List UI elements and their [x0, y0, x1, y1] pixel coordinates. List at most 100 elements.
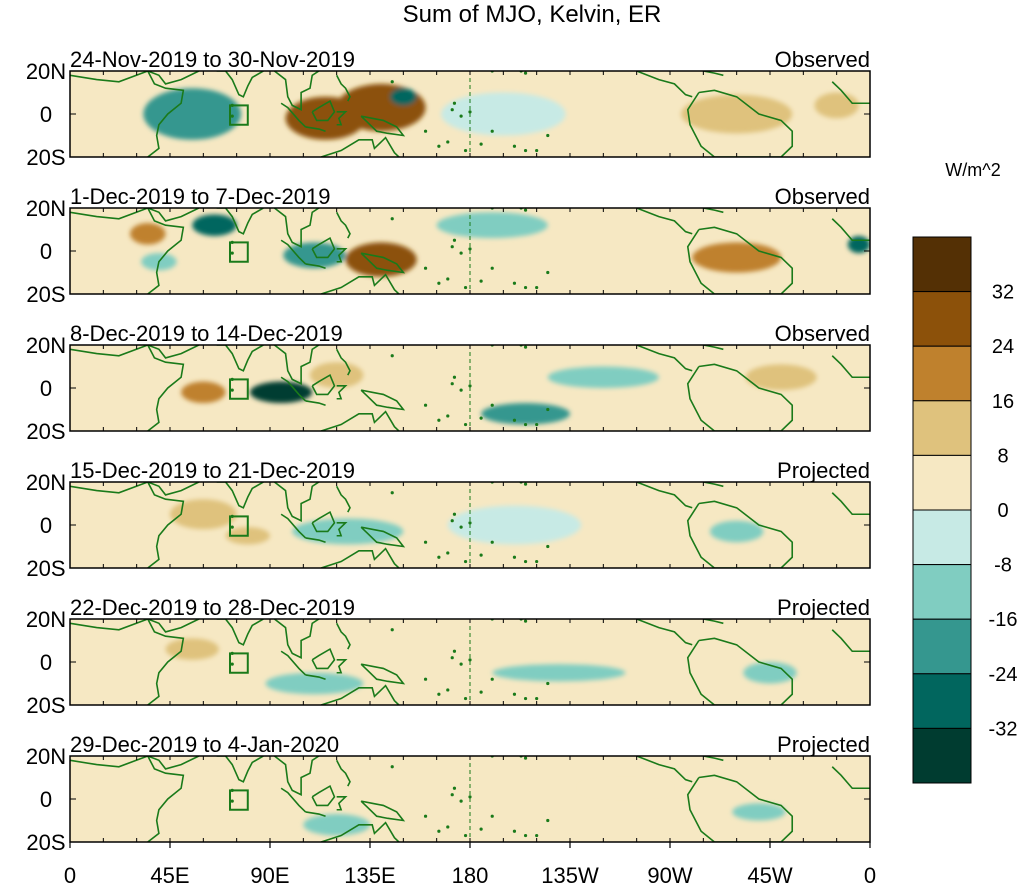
region-box — [229, 241, 249, 263]
coastline — [831, 766, 870, 790]
colorbar-tick-label: -16 — [989, 609, 1018, 631]
coastline — [831, 629, 870, 653]
lon-label: 135W — [541, 863, 599, 888]
island — [535, 833, 539, 838]
coastline — [273, 756, 320, 796]
coastline — [305, 400, 326, 406]
island — [546, 544, 550, 549]
coastline — [360, 115, 406, 137]
coastline — [831, 492, 870, 516]
coastline — [216, 482, 264, 509]
coastline — [686, 363, 794, 431]
island — [452, 512, 457, 516]
coastline — [147, 208, 200, 222]
coastline — [686, 89, 794, 157]
lon-label: 45E — [150, 863, 189, 888]
island — [459, 662, 463, 666]
coastline — [280, 650, 307, 676]
coastline — [216, 345, 264, 372]
anomaly-blob — [436, 212, 548, 239]
coastline — [311, 236, 336, 259]
lon-label: 0 — [864, 863, 876, 888]
coastline — [70, 345, 185, 431]
colorbar-tick-label: 8 — [997, 445, 1008, 467]
island — [468, 658, 472, 662]
coastline — [320, 136, 400, 157]
coastline — [360, 800, 406, 822]
island — [423, 677, 428, 681]
figure-title: Sum of MJO, Kelvin, ER — [403, 1, 662, 28]
lat-label: 0 — [40, 239, 52, 264]
island — [390, 491, 394, 495]
region-box — [229, 104, 249, 126]
anomaly-blob — [547, 366, 659, 388]
island — [459, 525, 463, 529]
lat-label: 20S — [26, 145, 65, 170]
colorbar-unit: W/m^2 — [945, 160, 1000, 180]
anomaly-blob — [250, 381, 313, 404]
lon-label: 90W — [647, 863, 692, 888]
island — [446, 688, 450, 692]
coastline — [335, 622, 351, 650]
coastline — [686, 774, 794, 842]
island — [523, 71, 528, 75]
island — [490, 266, 494, 270]
longitude-axis: 0 45E 90E 135E 180 135W 90W 45W 0 — [64, 842, 876, 888]
map-panel: 20N 0 20S 24-Nov-2019 to 30-Nov-2019 Observe… — [26, 47, 871, 170]
panel-date-range: 8-Dec-2019 to 14-Dec-2019 — [70, 321, 343, 346]
island — [490, 129, 494, 133]
coastline — [216, 208, 264, 235]
map-panels: 20N 0 20S 24-Nov-2019 to 30-Nov-2019 Observe… — [26, 47, 871, 855]
island — [523, 482, 528, 486]
anomaly-blob — [732, 803, 786, 821]
coastline — [686, 500, 794, 568]
coastline — [335, 348, 351, 376]
coastline — [336, 796, 348, 811]
island — [468, 521, 472, 525]
anomaly-blob — [492, 664, 626, 682]
island — [535, 285, 539, 290]
island — [452, 649, 457, 653]
colorbar-tick-label: 0 — [997, 500, 1008, 522]
panel-date-range: 15-Dec-2019 to 21-Dec-2019 — [70, 458, 355, 483]
coastline — [636, 71, 693, 98]
anomaly-field — [165, 638, 797, 695]
island — [479, 827, 483, 831]
colorbar-tick-label: 16 — [992, 391, 1014, 413]
island — [490, 677, 494, 681]
coastline — [273, 482, 320, 522]
coastline — [636, 482, 693, 509]
coastline — [686, 637, 794, 705]
coastlines — [70, 619, 870, 705]
coastline — [273, 619, 320, 659]
panel-status: Observed — [775, 47, 870, 72]
anomaly-blob — [581, 781, 670, 795]
anomaly-field — [130, 212, 870, 277]
island — [446, 277, 450, 281]
island — [446, 825, 450, 829]
island — [523, 619, 528, 623]
island — [463, 422, 468, 427]
coastline — [273, 345, 320, 385]
lon-label: 0 — [64, 863, 76, 888]
lat-label: 20S — [26, 419, 65, 444]
colorbar-bin — [912, 673, 972, 729]
island — [523, 148, 528, 153]
coastline — [147, 482, 200, 496]
island — [479, 279, 483, 283]
island — [450, 382, 454, 386]
lon-label: 180 — [452, 863, 489, 888]
colorbar-bin — [912, 236, 972, 293]
coastline — [335, 74, 351, 102]
island — [511, 204, 514, 207]
island — [535, 148, 539, 153]
island — [511, 752, 514, 755]
lat-label: 0 — [40, 102, 52, 127]
island — [437, 829, 441, 833]
island — [230, 525, 234, 529]
anomaly-blob — [170, 499, 237, 530]
island — [459, 114, 463, 118]
island — [450, 108, 454, 112]
anomaly-field — [181, 362, 817, 425]
coastline — [320, 821, 400, 842]
